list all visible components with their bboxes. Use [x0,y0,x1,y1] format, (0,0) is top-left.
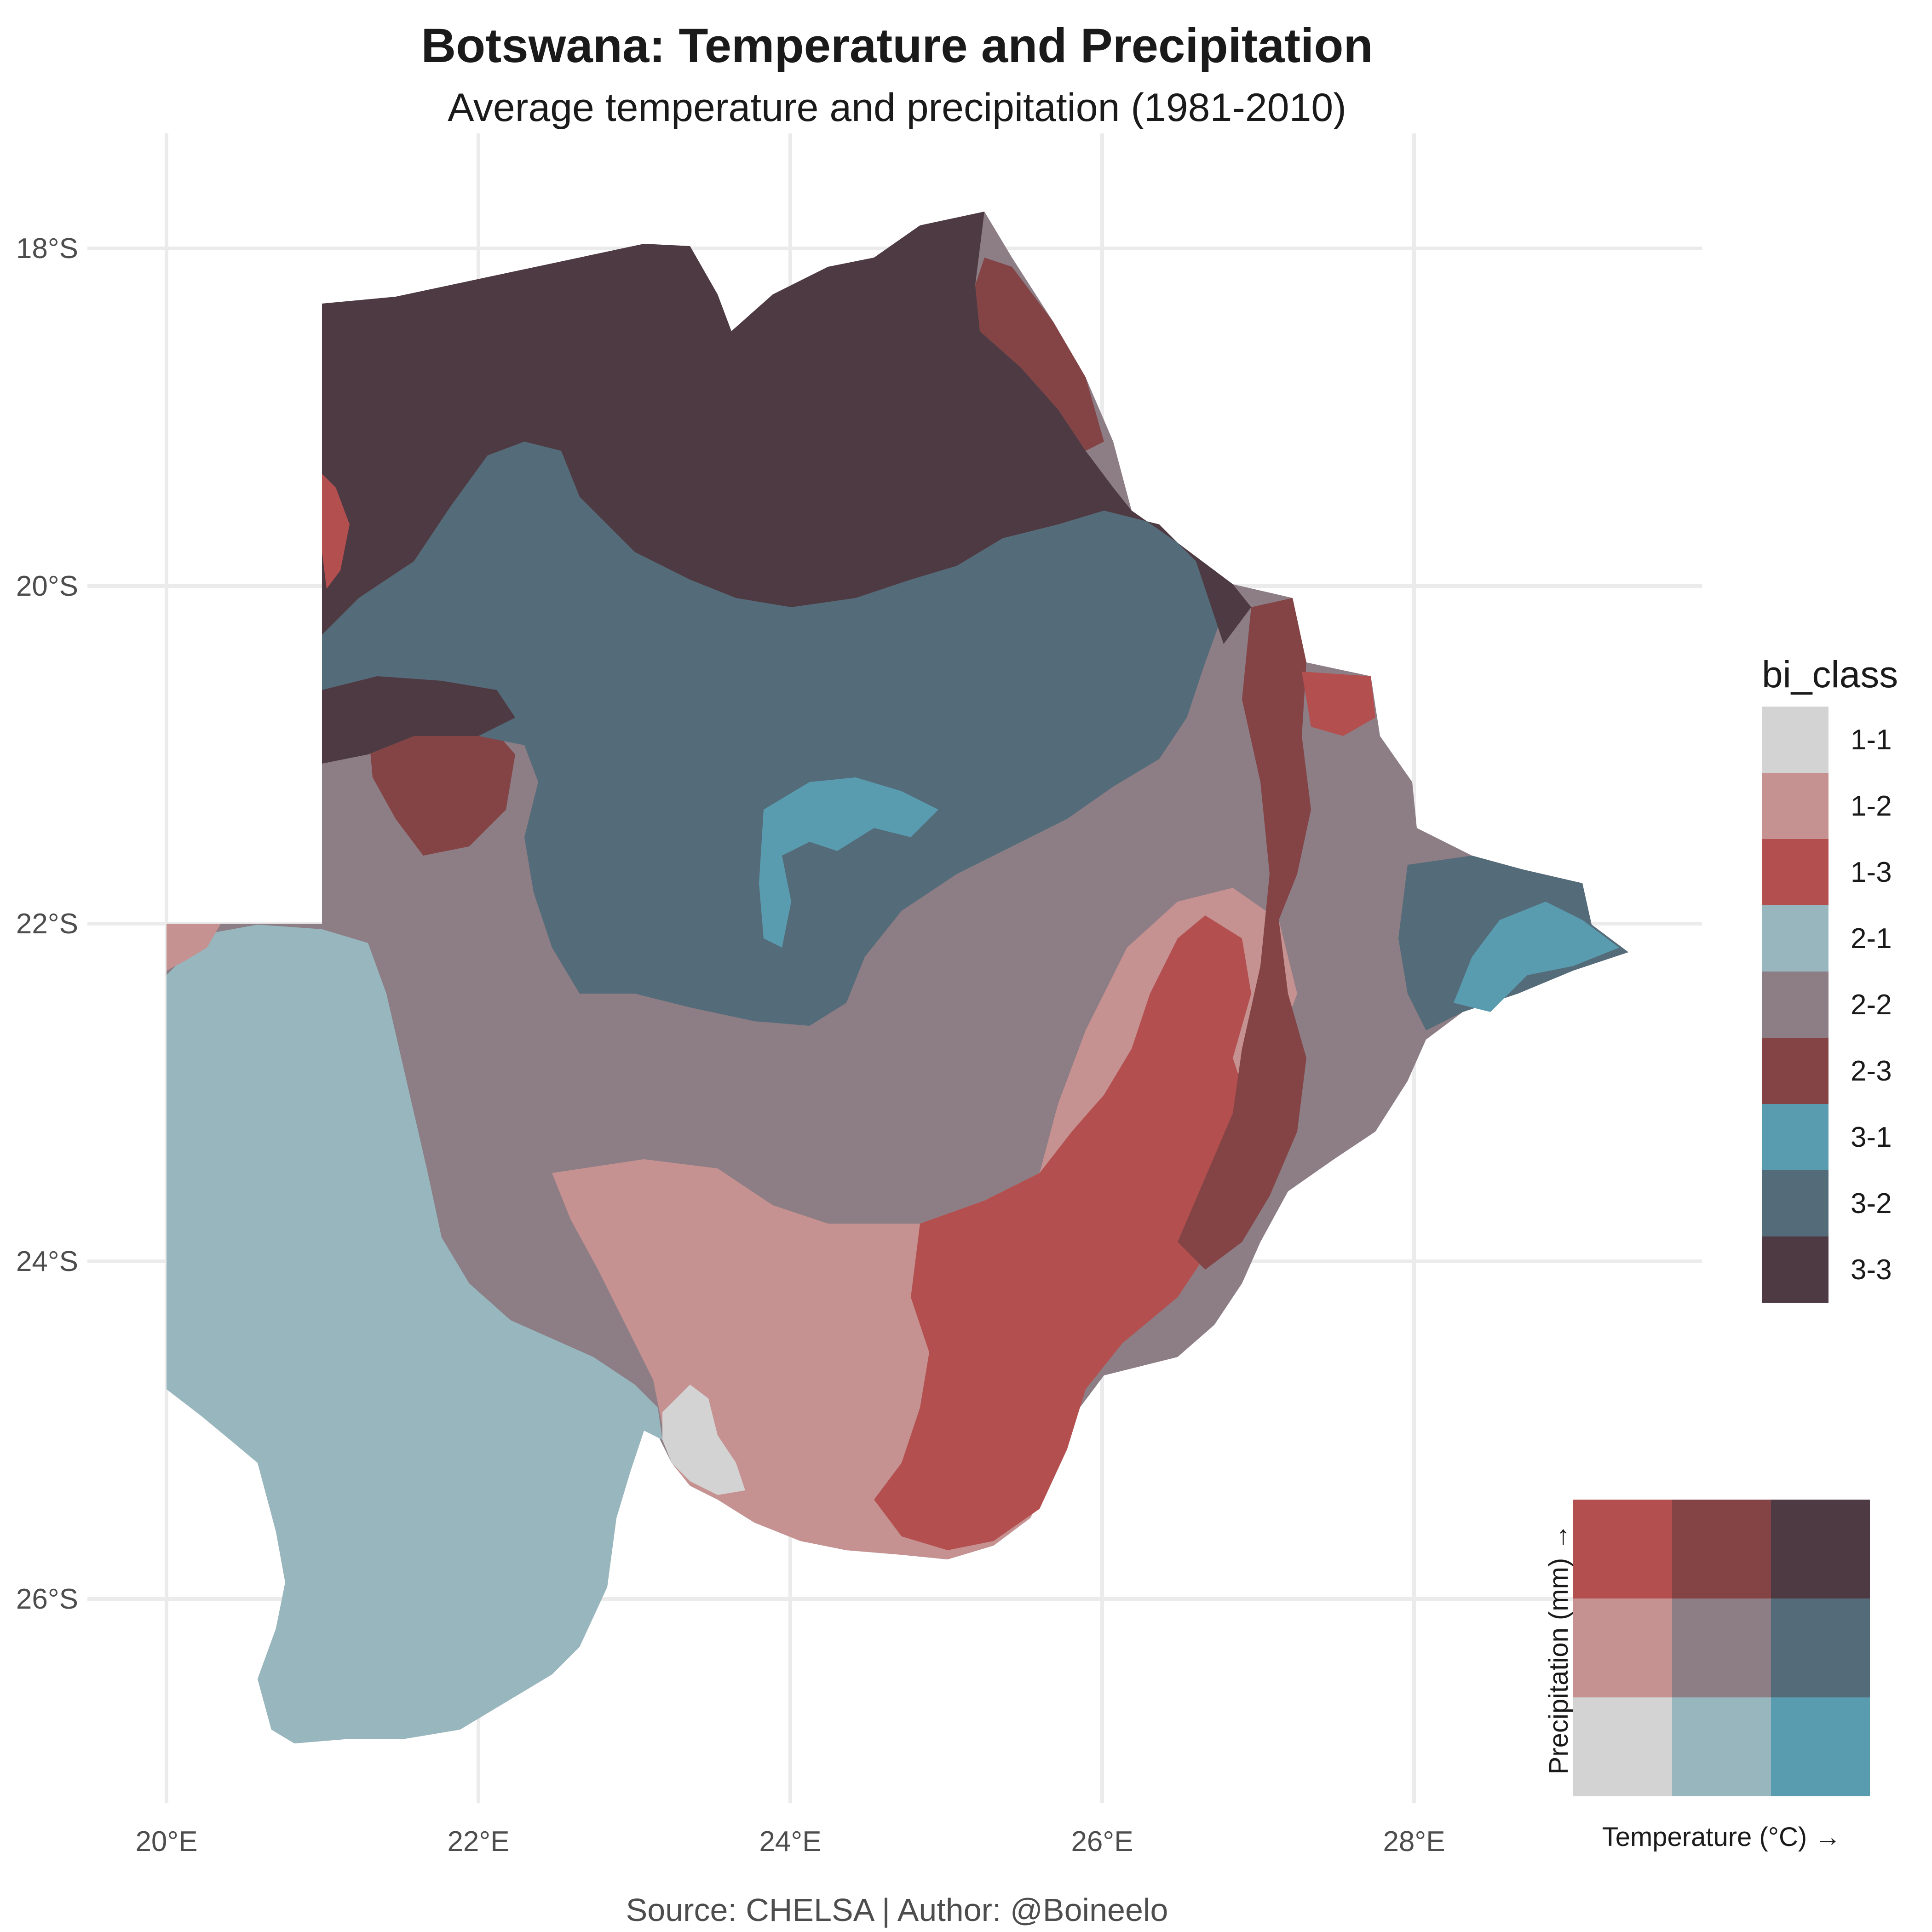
map-region-3-3-west [322,676,515,764]
map-region-3-1 [759,777,938,948]
map-region-2-1 [167,925,662,1743]
x-tick-label: 20°E [135,1826,198,1857]
map-region-3-2 [322,442,1224,1026]
legend-title: bi_class [1762,654,1898,696]
legend-swatch [1762,972,1828,1038]
page-subtitle: Average temperature and precipitation (1… [448,86,1346,130]
map-region-3-1-east [1454,902,1619,1012]
legend-item: 1-2 [1762,773,1898,839]
legend-label: 1-1 [1851,724,1892,756]
legend-item: 2-1 [1762,905,1898,972]
legend-swatch [1762,1170,1828,1236]
map-region-1-2-corner [167,924,221,971]
botswana-map [167,212,1628,1743]
x-tick-label: 26°E [1071,1826,1133,1857]
map-region-1-3 [874,915,1251,1550]
y-tick-label: 26°S [16,1583,78,1615]
key-cell-2-1 [1672,1697,1771,1796]
legend-swatch [1762,905,1828,972]
legend-swatch [1762,773,1828,839]
legend-swatch [1762,1038,1828,1104]
map-region-1-3-northeast [1302,672,1375,736]
legend-swatch [1762,1236,1828,1303]
legend-swatch [1762,1104,1828,1170]
bivariate-key-grid [1573,1500,1870,1796]
legend-item: 1-1 [1762,707,1898,773]
legend-item: 2-2 [1762,972,1898,1038]
legend-label: 2-3 [1851,1055,1892,1087]
y-tick-label: 22°S [16,908,78,940]
key-cell-3-3 [1771,1500,1870,1598]
legend-item: 3-1 [1762,1104,1898,1170]
key-cell-1-1 [1573,1697,1672,1796]
legend-item: 3-2 [1762,1170,1898,1236]
x-tick-label: 22°E [447,1826,510,1857]
map-region-2-3 [1178,598,1311,1270]
legend-swatch [1762,839,1828,905]
key-cell-3-2 [1771,1598,1870,1697]
legend-swatch [1762,707,1828,773]
key-cell-1-2 [1573,1598,1672,1697]
map-region-1-1 [662,1385,745,1495]
key-y-label: Precipitation (mm) → [1544,1524,1574,1775]
caption: Source: CHELSA | Author: @Boineelo [626,1892,1168,1928]
y-tick-label: 18°S [16,233,78,264]
key-cell-3-1 [1771,1697,1870,1796]
legend-item: 1-3 [1762,839,1898,905]
legend-label: 3-1 [1851,1121,1892,1153]
legend-items: 1-1 1-2 1-3 2-1 2-2 2-3 3-1 3-2 3-3 [1762,707,1898,1303]
x-tick-label: 28°E [1383,1826,1445,1857]
key-cell-1-3 [1573,1500,1672,1598]
legend-label: 2-1 [1851,922,1892,954]
page-title: Botswana: Temperature and Precipitation [421,19,1373,73]
legend-label: 1-3 [1851,856,1892,888]
legend-label: 2-2 [1851,989,1892,1021]
key-cell-2-2 [1672,1598,1771,1697]
legend-item: 3-3 [1762,1236,1898,1303]
legend-item: 2-3 [1762,1038,1898,1104]
map-region-1-3-west [322,474,350,589]
legend-label: 3-2 [1851,1187,1892,1219]
key-x-label: Temperature (°C) → [1602,1822,1841,1852]
legend-label: 3-3 [1851,1254,1892,1286]
y-tick-label: 24°S [16,1246,78,1277]
y-tick-label: 20°S [16,570,78,602]
legend-label: 1-2 [1851,790,1892,822]
map-region-2-3-northeast [975,258,1104,451]
map-region-3-3 [322,212,1251,644]
map-region-2-3-west [368,713,515,856]
x-tick-label: 24°E [759,1826,822,1857]
legend: bi_class 1-1 1-2 1-3 2-1 2-2 2-3 3-1 3-2 3-3 [1762,653,1898,1303]
key-cell-2-3 [1672,1500,1771,1598]
